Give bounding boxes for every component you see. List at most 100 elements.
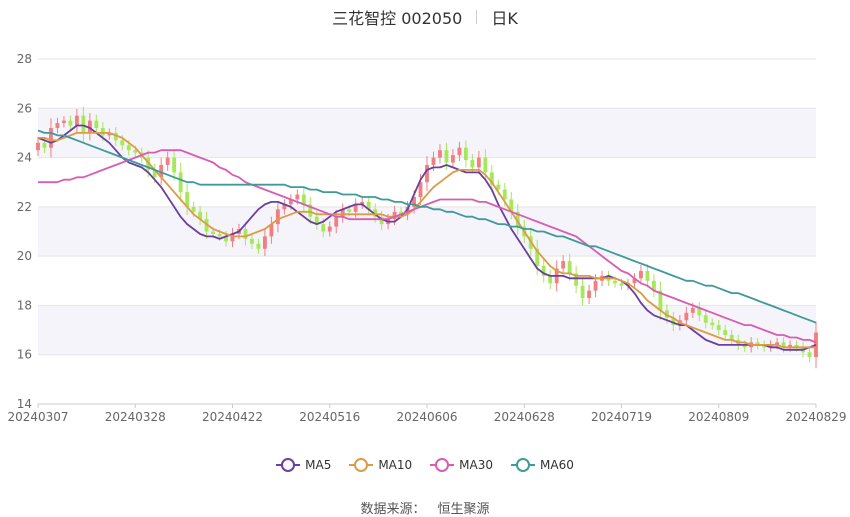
- legend-swatch-ma60: [511, 458, 536, 472]
- candle-down: [729, 335, 734, 340]
- candle-up: [392, 211, 397, 220]
- chart-title: 三花智控 002050: [332, 9, 463, 28]
- y-tick-label: 26: [17, 101, 32, 115]
- legend-item-ma60[interactable]: MA60: [511, 458, 574, 472]
- candle-down: [483, 157, 488, 173]
- candle-up: [587, 290, 592, 299]
- candle-down: [502, 189, 507, 200]
- candle-down: [489, 172, 494, 185]
- candle-down: [204, 219, 209, 232]
- data-source-name: 恒生聚源: [437, 502, 490, 517]
- x-tick-label: 20240606: [396, 410, 457, 424]
- candle-up: [55, 123, 60, 128]
- candle-down: [314, 216, 319, 225]
- candle-down: [742, 344, 747, 348]
- grid-band: [38, 108, 816, 158]
- candle-down: [321, 224, 326, 232]
- candle-up: [418, 182, 423, 197]
- candle-up: [288, 199, 293, 205]
- candle-up: [593, 280, 598, 291]
- series-line-ma30: [38, 149, 817, 344]
- candle-up: [814, 332, 818, 358]
- chart-header: 三花智控 002050 日K: [0, 4, 850, 30]
- candle-up: [340, 209, 345, 217]
- legend-item-ma10[interactable]: MA10: [349, 458, 412, 472]
- x-tick-label: 20240628: [494, 410, 555, 424]
- candle-down: [172, 157, 177, 173]
- candle-up: [353, 204, 358, 212]
- candle-down: [113, 132, 118, 141]
- candle-up: [282, 204, 287, 210]
- legend-label-ma30: MA30: [459, 458, 494, 472]
- x-tick-label: 20240719: [591, 410, 652, 424]
- candle-up: [49, 128, 53, 148]
- legend-swatch-ma10: [349, 458, 374, 472]
- series-line-ma60: [37, 129, 817, 324]
- legend-swatch-ma30: [430, 458, 455, 472]
- candle-up: [230, 233, 235, 242]
- candle-up: [626, 283, 630, 286]
- period-tab-daily[interactable]: 日K: [491, 9, 518, 28]
- candle-up: [684, 312, 689, 321]
- candle-up: [107, 132, 112, 136]
- candle-down: [664, 310, 669, 318]
- candle-down: [541, 266, 546, 276]
- candle-down: [703, 315, 708, 323]
- y-tick-label: 20: [17, 249, 32, 263]
- candle-up: [451, 155, 455, 163]
- candle-up: [632, 278, 637, 284]
- candle-up: [775, 342, 780, 345]
- candle-up: [36, 142, 40, 151]
- candle-up: [476, 157, 481, 168]
- x-tick-label: 20240422: [202, 410, 263, 424]
- candle-down: [133, 150, 138, 153]
- candle-down: [152, 169, 157, 178]
- candle-down: [42, 142, 47, 148]
- candle-down: [100, 128, 105, 136]
- candle-down: [671, 317, 676, 326]
- candle-up: [412, 197, 416, 207]
- candle-down: [716, 325, 721, 331]
- candle-down: [256, 243, 261, 249]
- candle-down: [120, 140, 125, 146]
- x-tick-label: 20240829: [785, 410, 846, 424]
- candle-up: [788, 344, 792, 348]
- candle-down: [301, 194, 306, 205]
- candle-down: [470, 160, 475, 168]
- candle-down: [697, 307, 702, 316]
- chart-legend: MA5 MA10 MA30 MA60: [0, 458, 850, 472]
- legend-label-ma10: MA10: [378, 458, 413, 472]
- candle-down: [794, 344, 799, 348]
- grid-band: [38, 206, 816, 257]
- legend-swatch-ma5: [276, 458, 301, 472]
- legend-item-ma30[interactable]: MA30: [430, 458, 493, 472]
- candle-down: [574, 273, 579, 286]
- legend-label-ma5: MA5: [305, 458, 332, 472]
- candle-up: [425, 164, 429, 183]
- candle-down: [217, 233, 222, 237]
- candle-down: [243, 229, 248, 239]
- series-line-ma10: [38, 131, 816, 349]
- candle-down: [347, 209, 352, 212]
- candle-up: [431, 157, 436, 165]
- legend-item-ma5[interactable]: MA5: [276, 458, 331, 472]
- candle-down: [580, 285, 585, 299]
- candle-down: [68, 120, 73, 126]
- candle-up: [165, 157, 170, 165]
- candle-down: [198, 211, 203, 220]
- candle-up: [438, 150, 442, 158]
- y-tick-label: 28: [17, 52, 32, 66]
- y-tick-label: 14: [17, 397, 32, 411]
- candle-down: [710, 322, 715, 326]
- candle-down: [444, 150, 449, 163]
- candle-up: [262, 236, 267, 249]
- candle-down: [81, 115, 86, 133]
- candle-down: [366, 201, 371, 210]
- candle-up: [159, 164, 164, 178]
- candle-down: [645, 270, 650, 281]
- candle-up: [360, 201, 365, 205]
- candle-down: [658, 290, 663, 311]
- y-tick-label: 24: [17, 151, 32, 165]
- candle-down: [126, 145, 131, 151]
- candle-down: [807, 352, 812, 358]
